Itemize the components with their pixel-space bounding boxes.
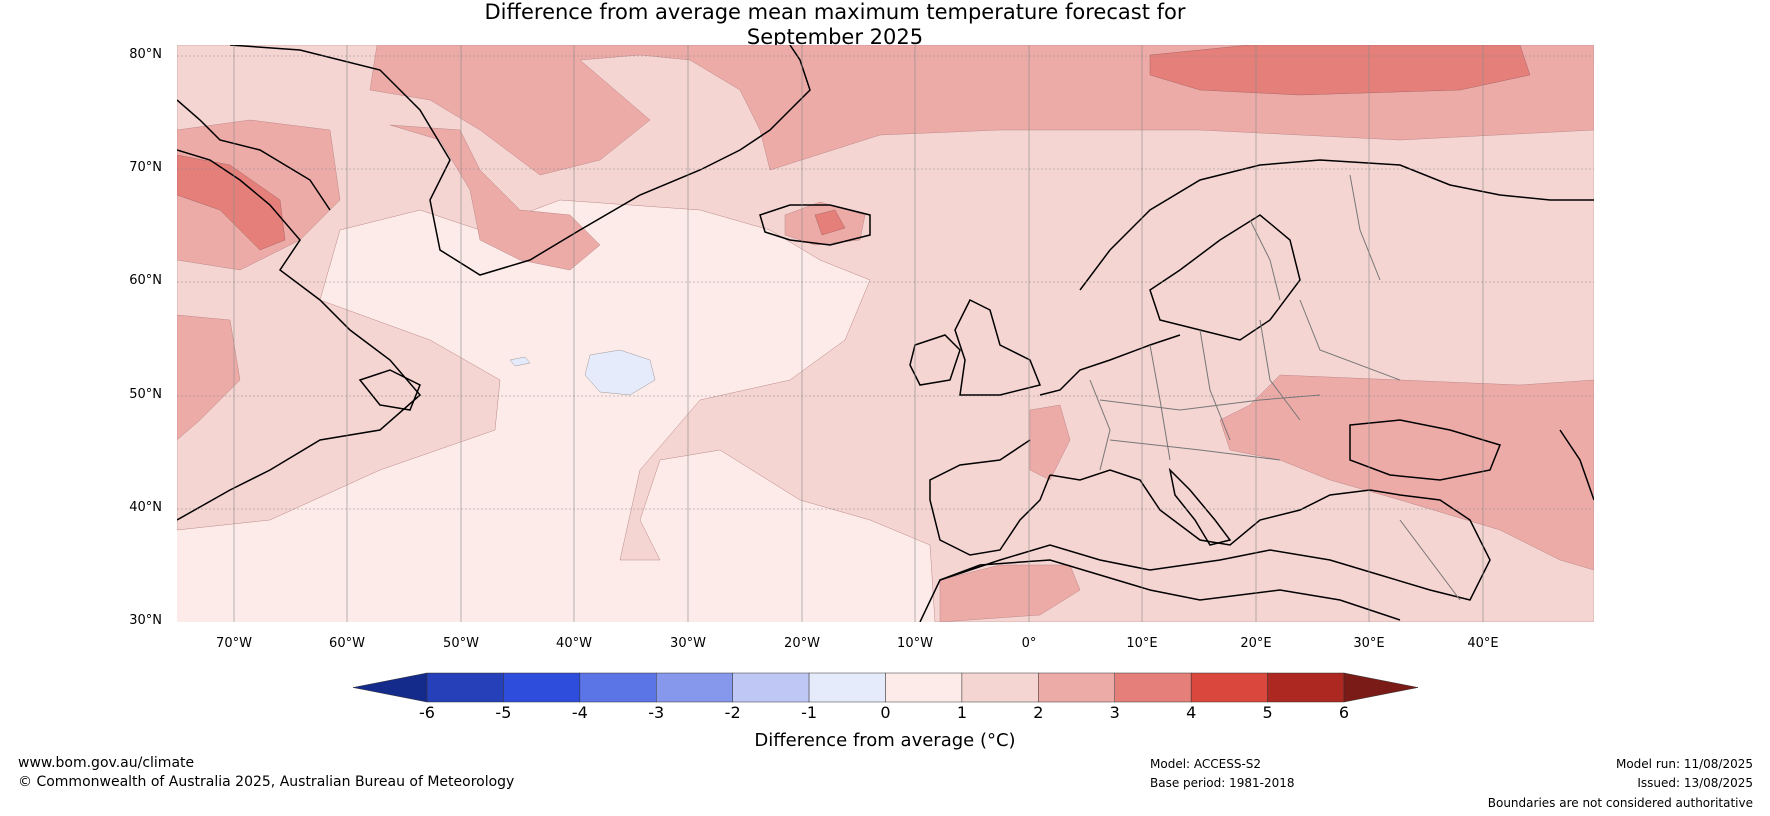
lon-label-20e: 20°E bbox=[1240, 636, 1272, 651]
colorbar-tick: 4 bbox=[1186, 703, 1197, 722]
lon-label-70w: 70°W bbox=[216, 636, 252, 651]
footer-issued: Issued: 13/08/2025 bbox=[1637, 776, 1753, 790]
colorbar-tick: 5 bbox=[1262, 703, 1273, 722]
colorbar-segment bbox=[503, 672, 581, 703]
colorbar-segment bbox=[579, 672, 657, 703]
coastline-newfoundland bbox=[358, 369, 421, 411]
anomaly-band-negative bbox=[584, 349, 656, 396]
lat-label-80n: 80°N bbox=[129, 47, 162, 62]
anomaly-band-2-3-greenland bbox=[389, 124, 601, 271]
title-line-1: Difference from average mean maximum tem… bbox=[484, 0, 1186, 24]
anomaly-band-1-2 bbox=[177, 45, 1594, 622]
country-borders bbox=[1089, 174, 1461, 601]
anomaly-band-3-4-barents bbox=[1149, 45, 1531, 96]
colorbar-segment bbox=[961, 672, 1039, 703]
map-area bbox=[177, 45, 1594, 622]
coastline-baffin bbox=[177, 99, 331, 211]
colorbar-segment bbox=[885, 672, 963, 703]
colorbar-tick: 0 bbox=[880, 703, 891, 722]
border-9 bbox=[1349, 174, 1381, 281]
coastline-europe-west bbox=[1039, 334, 1181, 396]
coastline-italy bbox=[1168, 467, 1232, 546]
border-6 bbox=[1109, 439, 1281, 461]
anomaly-band-negative-small bbox=[509, 356, 531, 367]
colorbar-segment bbox=[808, 672, 886, 703]
anomaly-band-3-4-iceland bbox=[814, 209, 846, 236]
colorbar-tick: -6 bbox=[419, 703, 435, 722]
border-4 bbox=[1259, 319, 1301, 421]
colorbar-segment bbox=[1038, 672, 1116, 703]
lon-label-40e: 40°E bbox=[1467, 636, 1499, 651]
colorbar-label: Difference from average (°C) bbox=[754, 730, 1016, 751]
colorbar-tick: -2 bbox=[724, 703, 741, 722]
colorbar-extend-low bbox=[352, 672, 428, 703]
lon-label-0: 0° bbox=[1021, 636, 1037, 651]
colorbar-segment bbox=[1190, 672, 1268, 703]
coastline-northamerica bbox=[177, 149, 422, 521]
coastline-blacksea bbox=[1349, 419, 1502, 481]
coastline-scandinavia bbox=[1079, 159, 1594, 291]
colorbar-segment bbox=[656, 672, 733, 703]
coastline-iceland bbox=[759, 204, 871, 246]
border-2 bbox=[1149, 344, 1171, 461]
border-7 bbox=[1299, 299, 1401, 381]
lon-label-50w: 50°W bbox=[443, 636, 479, 651]
graticule bbox=[177, 45, 1594, 622]
coastline-uk bbox=[954, 298, 1042, 396]
colorbar-tick: 2 bbox=[1033, 703, 1044, 722]
anomaly-band-2-3-newfoundland bbox=[177, 314, 241, 441]
colorbar-tick: 1 bbox=[956, 703, 967, 722]
lon-label-40w: 40°W bbox=[556, 636, 592, 651]
lat-label-30n: 30°N bbox=[129, 613, 162, 628]
lon-label-10e: 10°E bbox=[1126, 636, 1158, 651]
colorbar-segment bbox=[1114, 672, 1192, 703]
anomaly-band-3-4-baffin bbox=[177, 154, 286, 251]
footer-model: Model: ACCESS-S2 bbox=[1150, 757, 1262, 771]
footer-model-run: Model run: 11/08/2025 bbox=[1615, 757, 1753, 771]
map-title: Difference from average mean maximum tem… bbox=[0, 0, 1770, 50]
anomaly-band-2-3-nafrica bbox=[939, 564, 1081, 622]
lon-label-30w: 30°W bbox=[670, 636, 706, 651]
footer-copyright: © Commonwealth of Australia 2025, Austra… bbox=[18, 774, 515, 790]
anomaly-band-2-3-iberia bbox=[1029, 404, 1071, 481]
lon-label-20w: 20°W bbox=[784, 636, 820, 651]
anomaly-band-2-3-blacksea bbox=[1219, 374, 1594, 571]
lat-label-50n: 50°N bbox=[129, 387, 162, 402]
colorbar-segment bbox=[732, 672, 810, 703]
colorbar-tick: -1 bbox=[801, 703, 818, 722]
colorbar-tick: 3 bbox=[1109, 703, 1120, 722]
lon-label-60w: 60°W bbox=[329, 636, 365, 651]
coastline-baltic bbox=[1149, 214, 1301, 341]
coastline-iberia bbox=[929, 439, 1051, 556]
coastline-ireland bbox=[909, 334, 961, 386]
coastlines bbox=[177, 45, 1594, 622]
colorbar-tick: 6 bbox=[1338, 703, 1350, 722]
footer-disclaimer: Boundaries are not considered authoritat… bbox=[1487, 796, 1753, 810]
lat-label-40n: 40°N bbox=[129, 500, 162, 515]
colorbar-tick: -3 bbox=[648, 703, 665, 722]
coastline-mediterranean bbox=[939, 469, 1491, 601]
coastline-greenland bbox=[229, 45, 811, 276]
colorbar-tick: -4 bbox=[571, 703, 588, 722]
border-3 bbox=[1199, 329, 1231, 441]
border-8 bbox=[1249, 219, 1281, 301]
colorbar-segment bbox=[426, 672, 504, 703]
border-1 bbox=[1089, 379, 1111, 471]
footer-base-period: Base period: 1981-2018 bbox=[1150, 776, 1295, 790]
colorbar bbox=[352, 672, 1419, 703]
coastline-caspian bbox=[1559, 429, 1594, 501]
border-5 bbox=[1099, 394, 1321, 411]
lon-label-10w: 10°W bbox=[897, 636, 933, 651]
coastline-africa bbox=[919, 559, 1401, 622]
lat-label-60n: 60°N bbox=[129, 273, 162, 288]
lon-label-30e: 30°E bbox=[1353, 636, 1385, 651]
colorbar-tick: -5 bbox=[495, 703, 512, 722]
lat-label-70n: 70°N bbox=[129, 160, 162, 175]
footer-website: www.bom.gov.au/climate bbox=[18, 755, 195, 771]
colorbar-segment bbox=[1267, 672, 1345, 703]
border-10 bbox=[1399, 519, 1461, 601]
colorbar-extend-high bbox=[1343, 672, 1419, 703]
